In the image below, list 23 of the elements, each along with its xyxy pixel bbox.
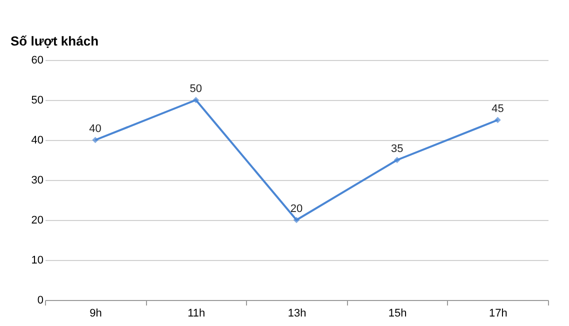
y-tick-label: 0 <box>37 294 44 306</box>
y-tick-label: 40 <box>31 134 44 146</box>
y-tick-label: 50 <box>31 94 44 106</box>
data-label: 45 <box>492 103 504 115</box>
data-label: 40 <box>89 123 102 135</box>
x-tick-label: 15h <box>388 308 407 320</box>
x-tick-label: 17h <box>489 308 508 320</box>
data-label: 20 <box>290 203 303 215</box>
data-label: 50 <box>190 83 202 95</box>
x-tick-label: 11h <box>188 308 206 320</box>
point <box>394 156 400 164</box>
point <box>293 216 300 224</box>
y-axis-title: Số lượt khách <box>10 34 99 48</box>
y-tick-label: 10 <box>31 254 44 266</box>
y-tick-label: 20 <box>31 214 44 226</box>
data-label: 35 <box>390 143 404 155</box>
point <box>494 116 501 124</box>
y-tick-label: 60 <box>31 54 44 66</box>
x-tick-label: 9h <box>90 308 102 320</box>
x-tick-label: 13h <box>288 308 306 320</box>
y-tick-label: 30 <box>31 174 44 186</box>
point <box>92 136 98 144</box>
point <box>192 96 200 104</box>
